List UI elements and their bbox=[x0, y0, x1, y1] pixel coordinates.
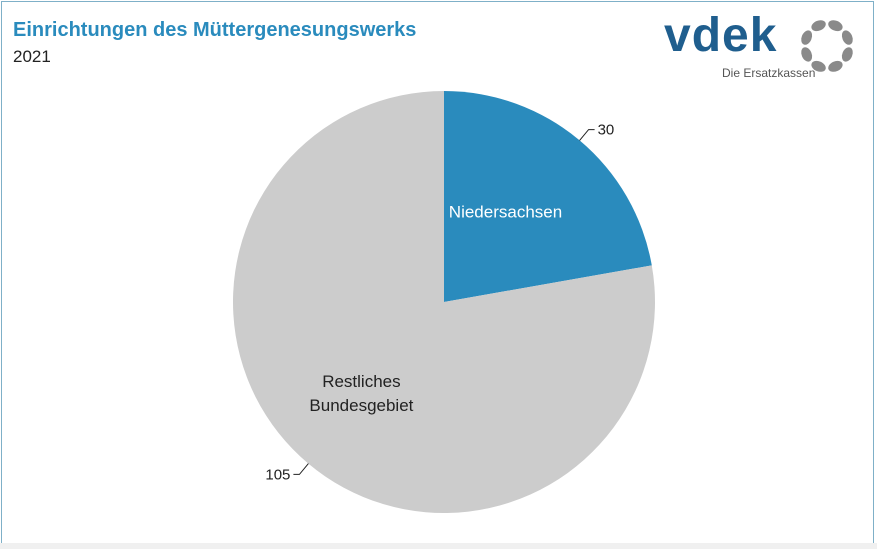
pie-slice-restliches-bundesgebiet bbox=[232, 91, 655, 514]
slice-value-label: 105 bbox=[265, 466, 290, 483]
logo-tagline: Die Ersatzkassen bbox=[722, 66, 816, 80]
logo-ring-segment bbox=[811, 60, 826, 72]
slice-label: Restliches Bundesgebiet bbox=[309, 372, 413, 415]
chart-title: Einrichtungen des Müttergenesungswerks bbox=[13, 19, 417, 41]
chart-subtitle: 2021 bbox=[13, 47, 51, 66]
dotted-ring-icon bbox=[801, 20, 853, 72]
logo-ring-segment bbox=[801, 47, 813, 62]
slice-label: Niedersachsen bbox=[449, 202, 562, 221]
logo-ring-segment bbox=[841, 30, 853, 45]
value-leader-line bbox=[579, 129, 595, 141]
logo-wordmark: vdek bbox=[664, 9, 778, 62]
logo-ring-segment bbox=[828, 20, 843, 32]
slice-value-label: 30 bbox=[598, 122, 615, 139]
logo-ring-segment bbox=[841, 47, 853, 62]
vdek-logo: vdek Die Ersatzkassen bbox=[664, 9, 864, 84]
pie-slice-niedersachsen bbox=[444, 91, 652, 302]
logo-ring-segment bbox=[811, 20, 826, 32]
bottom-strip bbox=[0, 543, 877, 549]
value-leader-line bbox=[293, 463, 309, 475]
logo-ring-segment bbox=[801, 30, 813, 45]
logo-ring-segment bbox=[828, 60, 843, 72]
